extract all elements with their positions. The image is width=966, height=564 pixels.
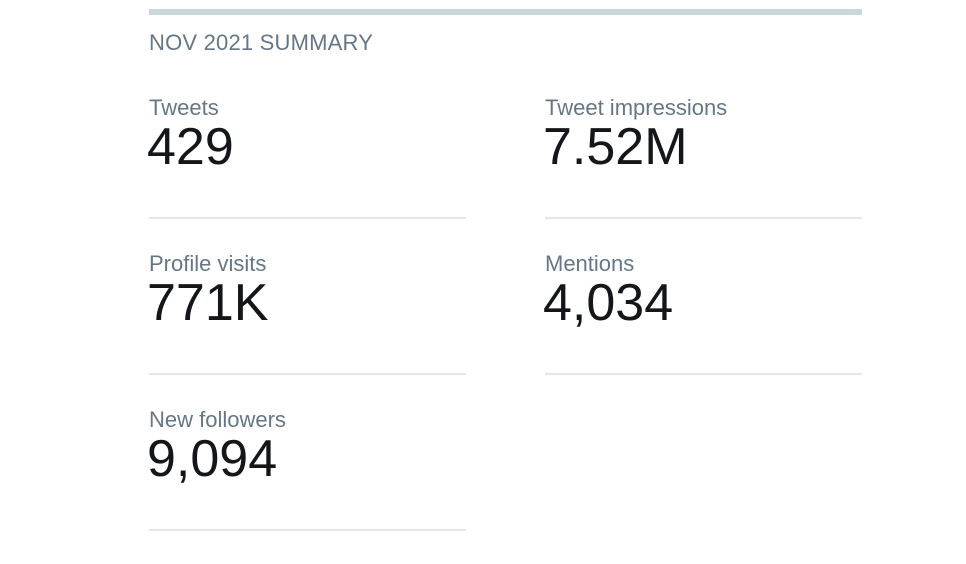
metric-value: 429 bbox=[147, 118, 234, 176]
metric-label: Tweet impressions bbox=[545, 95, 728, 120]
metric-new-followers: New followers 9,094 bbox=[147, 407, 466, 564]
divider bbox=[545, 373, 862, 375]
metric-tweet-impressions: Tweet impressions 7.52M bbox=[543, 95, 862, 252]
metric-value: 4,034 bbox=[543, 274, 674, 332]
metric-value: 771K bbox=[147, 274, 269, 332]
divider bbox=[149, 529, 466, 531]
metric-label: Mentions bbox=[545, 251, 635, 276]
metric-label: New followers bbox=[149, 407, 286, 432]
summary-title: NOV 2021 SUMMARY bbox=[149, 30, 374, 55]
metric-tweets: Tweets 429 bbox=[147, 95, 466, 252]
divider bbox=[149, 373, 466, 375]
top-rule bbox=[149, 9, 862, 15]
summary-card: NOV 2021 SUMMARY Tweets 429 Tweet impres… bbox=[147, 0, 862, 543]
metric-mentions: Mentions 4,034 bbox=[543, 251, 862, 408]
metric-label: Profile visits bbox=[149, 251, 267, 276]
divider bbox=[149, 217, 466, 219]
metric-profile-visits: Profile visits 771K bbox=[147, 251, 466, 408]
metric-value: 7.52M bbox=[543, 118, 688, 176]
metric-label: Tweets bbox=[149, 95, 219, 120]
metric-value: 9,094 bbox=[147, 430, 278, 488]
divider bbox=[545, 217, 862, 219]
